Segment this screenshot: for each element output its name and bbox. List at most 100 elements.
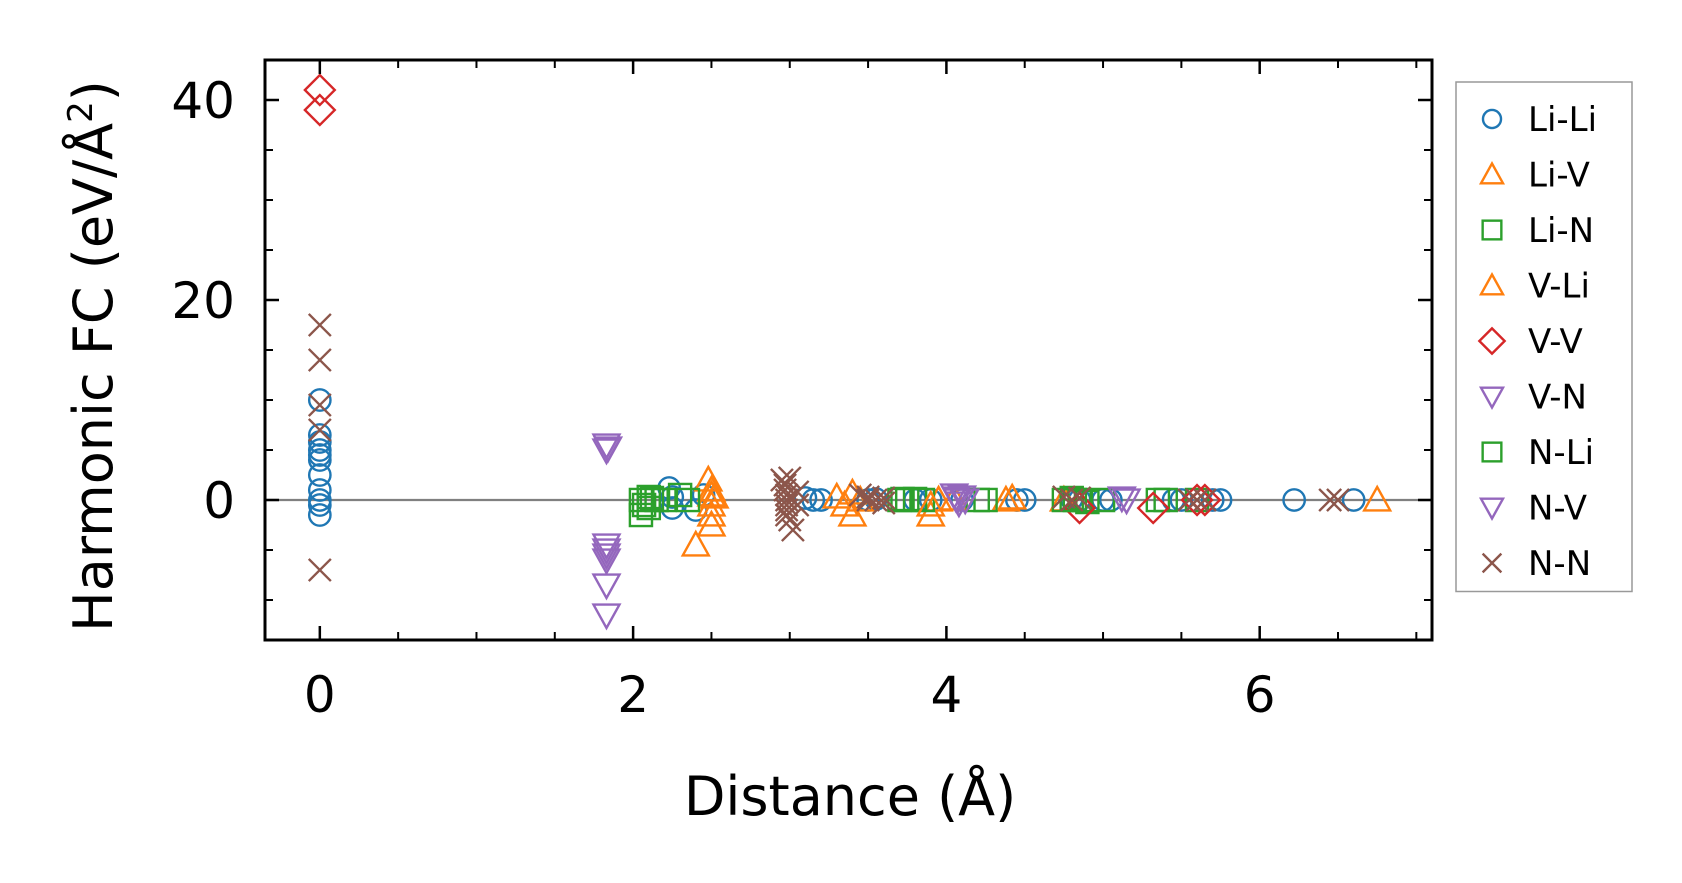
data-point	[785, 493, 810, 517]
legend-item: V-Li	[1478, 267, 1590, 307]
y-axis-label: Harmonic FC (eV/Å2)	[61, 80, 125, 632]
legend-marker	[1481, 219, 1503, 241]
legend-label: Li-N	[1528, 211, 1594, 251]
legend-label: V-N	[1528, 378, 1587, 418]
data-point	[777, 466, 802, 490]
data-point	[1341, 488, 1366, 512]
data-point	[307, 503, 332, 527]
data-point	[667, 482, 693, 508]
data-point	[1282, 488, 1307, 512]
data-point	[307, 463, 332, 487]
data-point	[591, 573, 622, 601]
data-point	[915, 489, 946, 517]
x-axis-label: Distance (Å)	[684, 764, 1016, 828]
data-point	[871, 491, 896, 515]
data-point	[591, 543, 622, 571]
data-point	[1136, 491, 1170, 525]
data-point	[809, 488, 833, 512]
data-point	[1180, 483, 1214, 517]
data-point	[1059, 488, 1084, 512]
legend-item: N-Li	[1481, 433, 1594, 473]
series-n-v	[593, 436, 1137, 514]
data-point	[774, 493, 799, 517]
data-point	[639, 485, 665, 511]
legend-label: V-Li	[1528, 267, 1590, 307]
series-v-n	[591, 433, 1142, 631]
legend-marker	[1481, 441, 1503, 463]
data-point	[1059, 485, 1084, 511]
data-point	[652, 487, 677, 513]
legend-label: Li-V	[1528, 156, 1590, 196]
legend-item: N-V	[1478, 489, 1587, 529]
x-tick-label: 4	[930, 666, 962, 724]
legend-marker	[1478, 386, 1506, 410]
data-point	[307, 388, 332, 412]
data-point	[591, 538, 622, 566]
data-point	[1106, 486, 1137, 514]
data-point	[890, 486, 915, 512]
legend-item: Li-N	[1481, 211, 1594, 251]
data-point	[915, 499, 946, 527]
data-point	[699, 481, 730, 509]
data-point	[990, 484, 1021, 512]
data-point	[848, 483, 873, 507]
data-point	[307, 348, 332, 372]
data-point	[303, 73, 337, 107]
legend-marker	[1481, 552, 1503, 574]
data-point	[307, 418, 332, 442]
data-point	[1185, 488, 1209, 512]
data-point	[307, 423, 332, 447]
x-tick-label: 0	[304, 666, 336, 724]
legend-marker	[1481, 108, 1503, 130]
data-point	[307, 558, 332, 582]
data-point	[303, 93, 337, 127]
data-point	[696, 509, 727, 537]
data-point	[1362, 484, 1393, 512]
series-n-li	[639, 485, 1088, 513]
data-point	[591, 603, 622, 631]
data-point	[680, 529, 711, 557]
y-axis-label-sup: 2	[61, 101, 101, 123]
data-point	[591, 533, 622, 561]
data-point	[307, 313, 332, 337]
data-point	[997, 482, 1028, 510]
y-tick-label: 20	[171, 272, 235, 330]
x-tick-label: 6	[1244, 666, 1276, 724]
data-point	[837, 499, 868, 527]
x-tick-label: 2	[617, 666, 649, 724]
data-point	[307, 448, 332, 472]
data-point	[1067, 486, 1092, 510]
legend-item: V-N	[1478, 378, 1587, 418]
series-n-n	[307, 313, 1350, 582]
series-v-v	[303, 73, 1222, 525]
data-point	[1192, 488, 1217, 512]
data-point	[1326, 488, 1350, 512]
legend-label: N-V	[1528, 489, 1587, 529]
data-point	[1184, 487, 1210, 513]
legend-label: Li-Li	[1528, 100, 1597, 140]
data-point	[1090, 487, 1116, 513]
y-tick-label: 40	[171, 72, 235, 130]
data-point	[307, 478, 332, 502]
legend-marker	[1478, 497, 1506, 521]
legend-label: V-V	[1528, 322, 1583, 362]
data-point	[785, 480, 810, 504]
data-point	[660, 485, 685, 509]
data-point	[950, 488, 981, 516]
data-point	[591, 548, 622, 576]
data-point	[696, 479, 727, 507]
data-point	[973, 487, 998, 513]
data-point	[593, 436, 624, 464]
y-tick-label: 0	[203, 472, 235, 530]
data-point	[940, 486, 971, 514]
data-point	[307, 443, 332, 467]
legend-marker	[1478, 161, 1506, 185]
data-point	[1200, 488, 1225, 512]
y-axis-label-end: )	[62, 80, 125, 101]
data-point	[675, 487, 701, 513]
legend-marker	[1477, 326, 1507, 356]
legend-item: Li-Li	[1481, 100, 1597, 140]
legend: Li-Li Li-V Li-N V-Li V-V V-N N-Li N-V N-N	[1455, 81, 1633, 593]
legend-label: N-Li	[1528, 433, 1594, 473]
